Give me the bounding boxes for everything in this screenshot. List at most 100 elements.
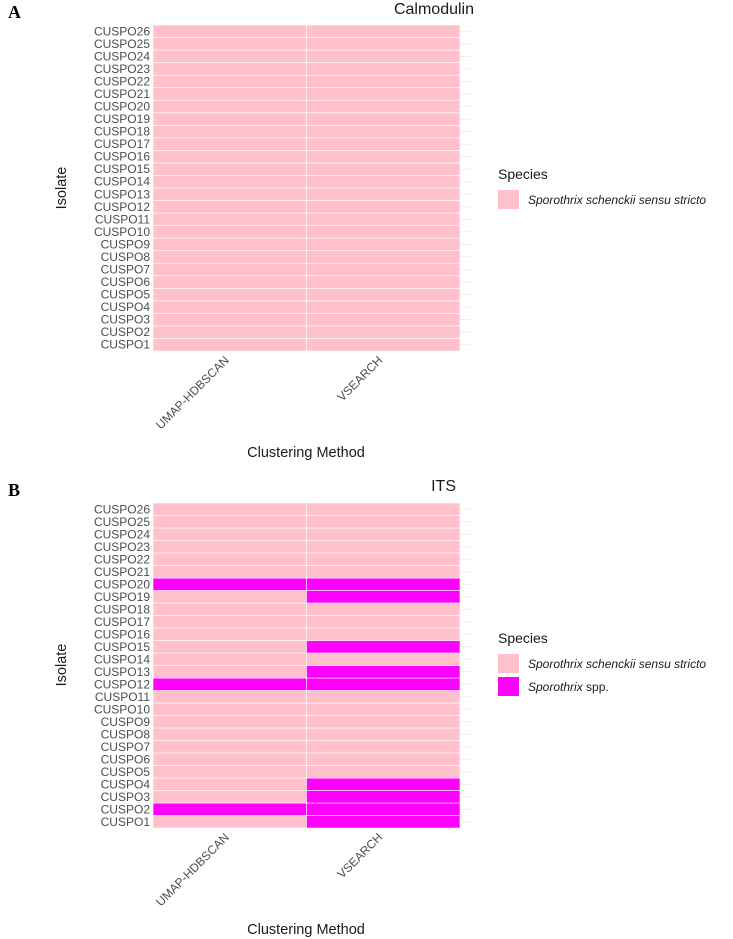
y-tick-label: CUSPO26: [94, 24, 150, 38]
heatmap-cell: [152, 752, 307, 766]
heatmap-cell: [152, 552, 307, 566]
chart-title: ITS: [431, 478, 456, 495]
y-tick-label: CUSPO4: [101, 777, 151, 791]
x-tick-label: VSEARCH: [334, 353, 385, 404]
y-tick-label: CUSPO1: [101, 815, 151, 829]
y-tick-label: CUSPO4: [101, 300, 151, 314]
heatmap-cell: [306, 187, 461, 201]
heatmap-cell: [152, 112, 307, 126]
y-tick-label: CUSPO13: [94, 665, 150, 679]
heatmap-cell: [152, 540, 307, 554]
heatmap-cell: [152, 652, 307, 666]
heatmap-cell: [306, 24, 461, 38]
heatmap-cell: [152, 790, 307, 804]
heatmap-cell: [306, 540, 461, 554]
panel-b: B ITS CUSPO1CUSPO2CUSPO3CUSPO4CUSPO5CUSP…: [8, 478, 706, 938]
heatmap-cell: [152, 262, 307, 277]
heatmap-cell: [306, 325, 461, 339]
y-tick-label: CUSPO18: [94, 125, 150, 139]
heatmap-cell: [306, 150, 461, 164]
heatmap-cell: [152, 187, 307, 201]
legend-swatch: [498, 677, 519, 696]
y-tick-label: CUSPO7: [101, 263, 151, 277]
y-tick-label: CUSPO5: [101, 288, 151, 302]
heatmap-cell: [306, 250, 461, 264]
y-tick-label: CUSPO15: [94, 640, 150, 654]
y-tick-label: CUSPO20: [94, 577, 150, 591]
heatmap-cell: [306, 515, 461, 529]
y-tick-label: CUSPO23: [94, 540, 150, 554]
y-tick-label: CUSPO19: [94, 112, 150, 126]
heatmap-cell: [152, 225, 307, 239]
y-tick-label: CUSPO17: [94, 615, 150, 629]
heatmap-cell: [152, 502, 307, 516]
heatmap-cell: [306, 627, 461, 641]
y-tick-label: CUSPO2: [101, 325, 151, 339]
heatmap-cell: [306, 677, 461, 691]
heatmap-cell: [306, 275, 461, 289]
legend-swatch: [498, 654, 519, 673]
heatmap-cell: [152, 640, 307, 654]
heatmap-cell: [152, 125, 307, 139]
heatmap-cell: [306, 37, 461, 51]
heatmap-cell: [152, 275, 307, 289]
heatmap-cell: [152, 62, 307, 76]
heatmap-cell: [306, 237, 461, 251]
heatmap-cell: [152, 777, 307, 791]
y-tick-label: CUSPO25: [94, 515, 150, 529]
heatmap-cell: [306, 87, 461, 101]
heatmap-cell: [152, 150, 307, 164]
y-tick-label: CUSPO22: [94, 552, 150, 566]
heatmap-cell: [306, 125, 461, 139]
x-axis-title: Clustering Method: [247, 922, 365, 938]
heatmap-cell: [306, 727, 461, 741]
y-tick-label: CUSPO18: [94, 602, 150, 616]
heatmap-cell: [152, 250, 307, 264]
heatmap-cell: [152, 24, 307, 38]
heatmap-cell: [306, 702, 461, 716]
heatmap-cell: [152, 288, 307, 302]
y-tick-label: CUSPO8: [101, 727, 151, 741]
y-tick-label: CUSPO9: [101, 237, 151, 251]
heatmap-cell: [306, 313, 461, 327]
y-tick-label: CUSPO15: [94, 162, 150, 176]
heatmap-cell: [306, 802, 461, 816]
y-tick-label: CUSPO17: [94, 137, 150, 151]
y-tick-label: CUSPO8: [101, 250, 151, 264]
heatmap-cell: [306, 74, 461, 88]
y-tick-label: CUSPO14: [94, 175, 150, 189]
y-tick-label: CUSPO2: [101, 802, 151, 816]
legend-label: Sporothrix schenckii sensu stricto: [528, 193, 706, 207]
y-tick-label: CUSPO9: [101, 715, 151, 729]
heatmap-cell: [152, 615, 307, 629]
heatmap-cell: [306, 112, 461, 126]
y-tick-label: CUSPO12: [94, 677, 150, 691]
heatmap-cell: [306, 652, 461, 666]
y-tick-label: CUSPO10: [94, 702, 150, 716]
heatmap-cell: [306, 790, 461, 804]
y-tick-label: CUSPO14: [94, 652, 150, 666]
heatmap-cell: [152, 677, 307, 691]
y-tick-label: CUSPO21: [94, 87, 150, 101]
heatmap-cell: [152, 577, 307, 591]
heatmap-cell: [152, 590, 307, 604]
y-tick-label: CUSPO5: [101, 765, 151, 779]
heatmap-cell: [306, 527, 461, 541]
x-tick-label: UMAP-HDBSCAN: [153, 830, 232, 909]
heatmap-cell: [306, 137, 461, 151]
heatmap-cell: [152, 727, 307, 741]
y-tick-label: CUSPO6: [101, 275, 151, 289]
y-tick-label: CUSPO13: [94, 187, 150, 201]
y-tick-label: CUSPO6: [101, 752, 151, 766]
x-axis-title: Clustering Method: [247, 445, 365, 461]
heatmap-cell: [152, 715, 307, 729]
heatmap-cell: [152, 37, 307, 51]
y-tick-label: CUSPO16: [94, 627, 150, 641]
legend-title: Species: [498, 630, 548, 646]
heatmap-cell: [152, 565, 307, 579]
heatmap-cell: [152, 313, 307, 327]
heatmap-cell: [152, 175, 307, 189]
heatmap-cell: [152, 200, 307, 214]
heatmap-cell: [152, 237, 307, 251]
heatmap-cell: [306, 212, 461, 226]
